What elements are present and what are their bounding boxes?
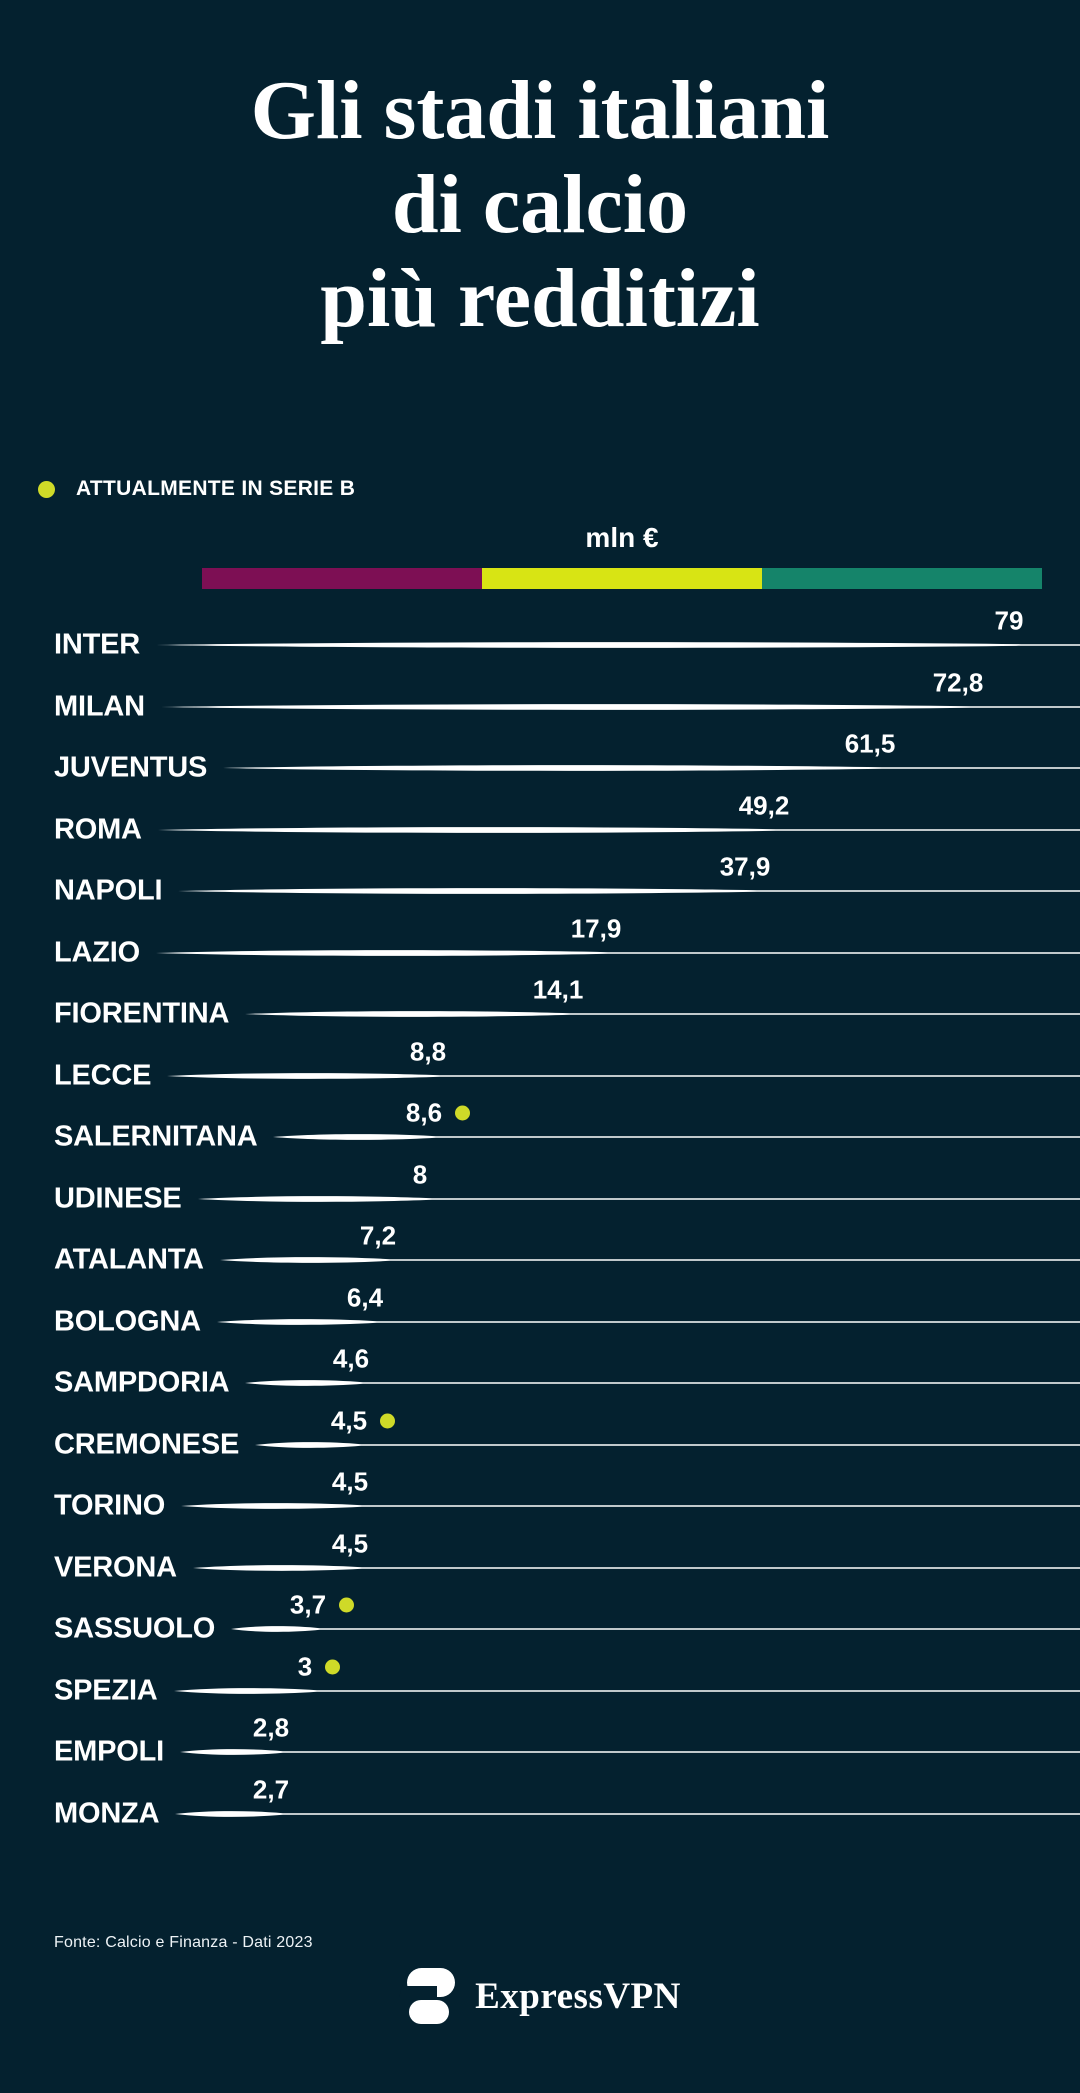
value-label: 79 (994, 605, 1024, 636)
row-line (158, 826, 1080, 833)
source-note: Fonte: Calcio e Finanza - Dati 2023 (54, 1934, 313, 1951)
scale-bar-segment-purple (202, 568, 482, 589)
value-label: 3 (297, 1651, 313, 1681)
row-line (156, 642, 1080, 648)
row-line (193, 1564, 1080, 1571)
team-label: SAMPDORIA (54, 1366, 230, 1399)
scale-color-bar (202, 568, 1042, 589)
legend: ATTUALMENTE IN SERIE B (38, 477, 356, 500)
team-label: SASSUOLO (54, 1612, 216, 1645)
row-line (174, 1687, 1080, 1694)
value-label: 17,9 (570, 913, 622, 943)
team-label: INTER (54, 628, 141, 661)
team-label: NAPOLI (54, 874, 163, 907)
row-line (273, 1134, 1080, 1140)
team-label: BOLOGNA (54, 1305, 201, 1337)
page-title: Gli stadi italiani di calcio più redditi… (0, 64, 1080, 346)
value-label: 8,8 (409, 1036, 447, 1066)
serie-b-dot-icon (339, 1597, 354, 1613)
row-line (245, 1380, 1080, 1386)
row-line (198, 1195, 1080, 1202)
team-label: VERONA (54, 1551, 177, 1583)
team-label: LAZIO (54, 936, 140, 968)
row-line (231, 1626, 1080, 1632)
value-label: 61,5 (844, 728, 896, 759)
value-label: 72,8 (932, 667, 984, 697)
team-label: FIORENTINA (54, 997, 230, 1030)
value-label: 49,2 (738, 790, 790, 820)
row-line (217, 1318, 1080, 1325)
value-label: 7,2 (359, 1220, 397, 1251)
value-label: 8 (412, 1159, 428, 1189)
team-label: UDINESE (54, 1182, 182, 1214)
team-label: JUVENTUS (54, 751, 208, 784)
value-label: 2,8 (252, 1712, 290, 1743)
row-line (245, 1011, 1080, 1017)
value-label: 3,7 (289, 1589, 327, 1620)
value-label: 6,4 (346, 1282, 384, 1312)
value-label: 4,6 (332, 1343, 370, 1374)
row-line (167, 1072, 1080, 1079)
team-label: MILAN (54, 690, 145, 722)
title-line-1: Gli stadi italiani (250, 64, 830, 157)
row-line (175, 1810, 1080, 1817)
scale-bar-segment-yellow (482, 568, 762, 589)
title-line-2: di calcio (391, 158, 689, 251)
team-label: LECCE (54, 1059, 152, 1091)
unit-label: mln € (585, 522, 659, 553)
serie-b-dot-icon (325, 1659, 340, 1674)
expressvpn-logo-icon (399, 1968, 456, 2024)
value-label: 2,7 (252, 1774, 290, 1804)
row-line (220, 1257, 1080, 1263)
team-label: ROMA (54, 813, 142, 845)
row-line (181, 1503, 1080, 1509)
brand-name: ExpressVPN (475, 1975, 681, 2017)
row-line (255, 1441, 1080, 1448)
scale-bar-segment-teal (762, 568, 1042, 589)
value-label: 37,9 (719, 851, 771, 882)
team-label: EMPOLI (54, 1735, 164, 1768)
legend-label: ATTUALMENTE IN SERIE B (76, 477, 356, 500)
row-line (161, 703, 1080, 710)
row-line (156, 949, 1080, 956)
value-label: 4,5 (331, 1466, 369, 1497)
serie-b-dot-icon (380, 1413, 395, 1428)
serie-b-dot-icon (455, 1105, 470, 1121)
team-label: TORINO (54, 1489, 166, 1522)
value-label: 8,6 (405, 1097, 443, 1128)
team-label: MONZA (54, 1797, 160, 1829)
row-line (178, 888, 1080, 894)
team-label: CREMONESE (54, 1428, 240, 1460)
value-label: 14,1 (532, 974, 584, 1005)
brand-lockup: ExpressVPN (0, 1966, 1080, 2026)
team-label: SPEZIA (54, 1674, 158, 1706)
row-line (180, 1749, 1080, 1755)
serie-b-legend-dot-icon (38, 480, 55, 498)
title-line-3: più redditizi (320, 252, 760, 345)
team-label: ATALANTA (54, 1243, 204, 1276)
value-label: 4,5 (330, 1405, 368, 1435)
team-label: SALERNITANA (54, 1120, 258, 1153)
value-label: 4,5 (331, 1528, 369, 1558)
row-line (223, 765, 1080, 771)
